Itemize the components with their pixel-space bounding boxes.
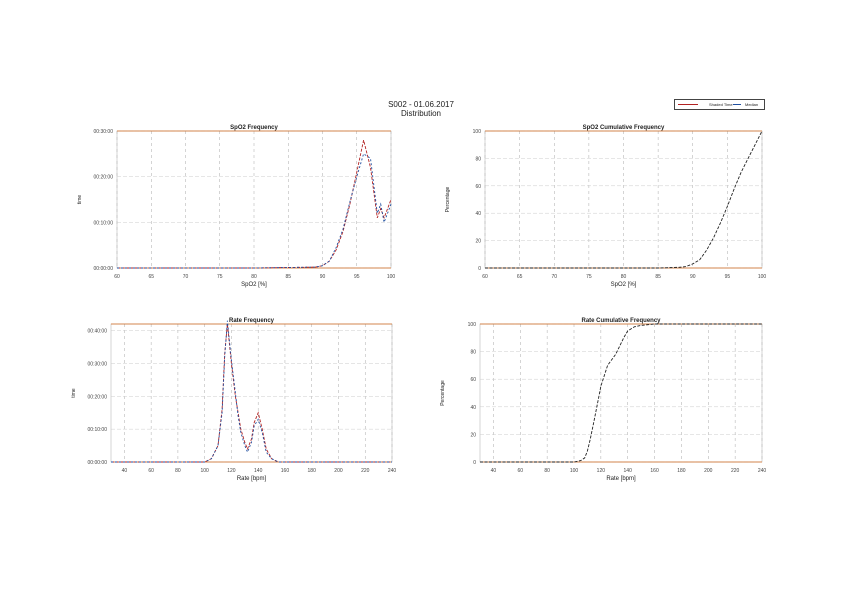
page-title-line1: S002 - 01.06.2017	[388, 100, 454, 109]
series-line-1	[485, 130, 763, 269]
x-tick-label: 200	[334, 468, 343, 474]
page-title-line2: Distribution	[400, 109, 441, 118]
x-tick-label: 95	[725, 274, 731, 280]
y-tick-label: 00:30:00	[94, 129, 114, 135]
y-axis-label: Percentage	[445, 186, 451, 212]
y-tick-label: 20	[475, 239, 481, 245]
x-tick-label: 75	[217, 274, 223, 280]
x-tick-label: 90	[320, 274, 326, 280]
x-tick-label: 240	[388, 468, 397, 474]
x-tick-label: 40	[122, 468, 128, 474]
plot-frame	[110, 323, 393, 463]
y-tick-label: 00:20:00	[88, 394, 108, 400]
x-tick-label: 100	[200, 468, 209, 474]
x-tick-label: 180	[308, 468, 317, 474]
y-tick-label: 40	[475, 211, 481, 217]
x-tick-label: 100	[570, 468, 579, 474]
x-axis-label: SpO2 [%]	[241, 282, 267, 288]
chart-panel-1: 60 65 70 75 80 85 90 95 100 00:00:00 00:10:00 00:20…	[77, 125, 395, 288]
chart-panel-4: 40 60 80 100 120 140 160 180 200 220 240 0 20 40 60 80 1…	[440, 318, 766, 482]
x-tick-label: 200	[704, 468, 713, 474]
y-tick-label: 00:20:00	[94, 175, 114, 181]
series-line-1	[111, 323, 392, 463]
y-tick-label: 00:00:00	[88, 460, 108, 466]
x-tick-label: 80	[621, 274, 627, 280]
chart-title: SpO2 Frequency	[230, 125, 278, 131]
y-tick-label: 100	[473, 129, 482, 135]
chart-title: SpO2 Cumulative Frequency	[583, 125, 665, 131]
legend-item-median: Median	[745, 102, 759, 107]
page-title: S002 - 01.06.2017 Distribution	[0, 100, 842, 118]
x-tick-label: 80	[251, 274, 257, 280]
x-tick-label: 100	[758, 274, 767, 280]
x-tick-label: 240	[758, 468, 767, 474]
y-tick-label: 00:00:00	[94, 266, 114, 272]
x-tick-label: 180	[677, 468, 686, 474]
y-tick-label: 60	[475, 184, 481, 190]
x-tick-label: 100	[387, 274, 396, 280]
x-tick-label: 65	[148, 274, 154, 280]
x-tick-label: 90	[690, 274, 696, 280]
x-tick-label: 220	[731, 468, 740, 474]
y-tick-label: 60	[470, 377, 476, 383]
x-tick-label: 140	[254, 468, 263, 474]
series-line-1	[480, 323, 762, 463]
legend-box: Shaded Time Median	[674, 99, 765, 110]
y-tick-label: 100	[468, 322, 477, 328]
legend-swatch-median	[733, 104, 741, 105]
x-tick-label: 60	[114, 274, 120, 280]
x-axis-label: Rate [bpm]	[606, 476, 636, 482]
x-tick-label: 95	[354, 274, 360, 280]
x-tick-label: 80	[175, 468, 181, 474]
x-tick-label: 220	[361, 468, 370, 474]
y-tick-label: 00:10:00	[94, 220, 114, 226]
x-tick-label: 60	[148, 468, 154, 474]
x-tick-label: 160	[281, 468, 290, 474]
y-tick-label: 80	[475, 156, 481, 162]
y-tick-label: 80	[470, 350, 476, 356]
y-tick-label: 40	[470, 405, 476, 411]
x-tick-label: 120	[227, 468, 236, 474]
x-tick-label: 120	[597, 468, 606, 474]
y-axis-label: time	[71, 388, 77, 398]
y-tick-label: 00:10:00	[88, 427, 108, 433]
legend-swatch-shaded	[678, 104, 698, 105]
y-axis-label: time	[77, 195, 83, 205]
series-line-2	[117, 153, 392, 269]
chart-panel-3: 40 60 80 100 120 140 160 180 200 220 240 00:00:00 00…	[71, 318, 396, 482]
x-tick-label: 75	[586, 274, 592, 280]
y-tick-label: 0	[478, 266, 481, 272]
y-axis-label: Percentage	[440, 380, 446, 406]
x-tick-label: 140	[624, 468, 633, 474]
x-tick-label: 160	[650, 468, 659, 474]
x-tick-label: 70	[183, 274, 189, 280]
x-tick-label: 85	[285, 274, 291, 280]
x-tick-label: 70	[551, 274, 557, 280]
x-tick-label: 85	[655, 274, 661, 280]
x-tick-label: 60	[518, 468, 524, 474]
chart-title: Rate Frequency	[229, 318, 275, 324]
series-line-2	[111, 320, 392, 463]
chart-title: Rate Cumulative Frequency	[581, 318, 661, 324]
legend-item-shaded: Shaded Time	[709, 102, 733, 107]
x-tick-label: 80	[544, 468, 550, 474]
x-axis-label: Rate [bpm]	[237, 476, 267, 482]
x-tick-label: 60	[482, 274, 488, 280]
y-tick-label: 00:40:00	[88, 329, 108, 335]
y-tick-label: 0	[473, 460, 476, 466]
chart-panel-2: 60 65 70 75 80 85 90 95 100 0 20 40 60 80 100 SpO2 Cumu…	[445, 125, 766, 288]
y-tick-label: 20	[470, 432, 476, 438]
x-tick-label: 40	[491, 468, 497, 474]
x-axis-label: SpO2 [%]	[611, 282, 637, 288]
x-tick-label: 65	[517, 274, 523, 280]
y-tick-label: 00:30:00	[88, 361, 108, 367]
plot-frame	[479, 323, 763, 463]
